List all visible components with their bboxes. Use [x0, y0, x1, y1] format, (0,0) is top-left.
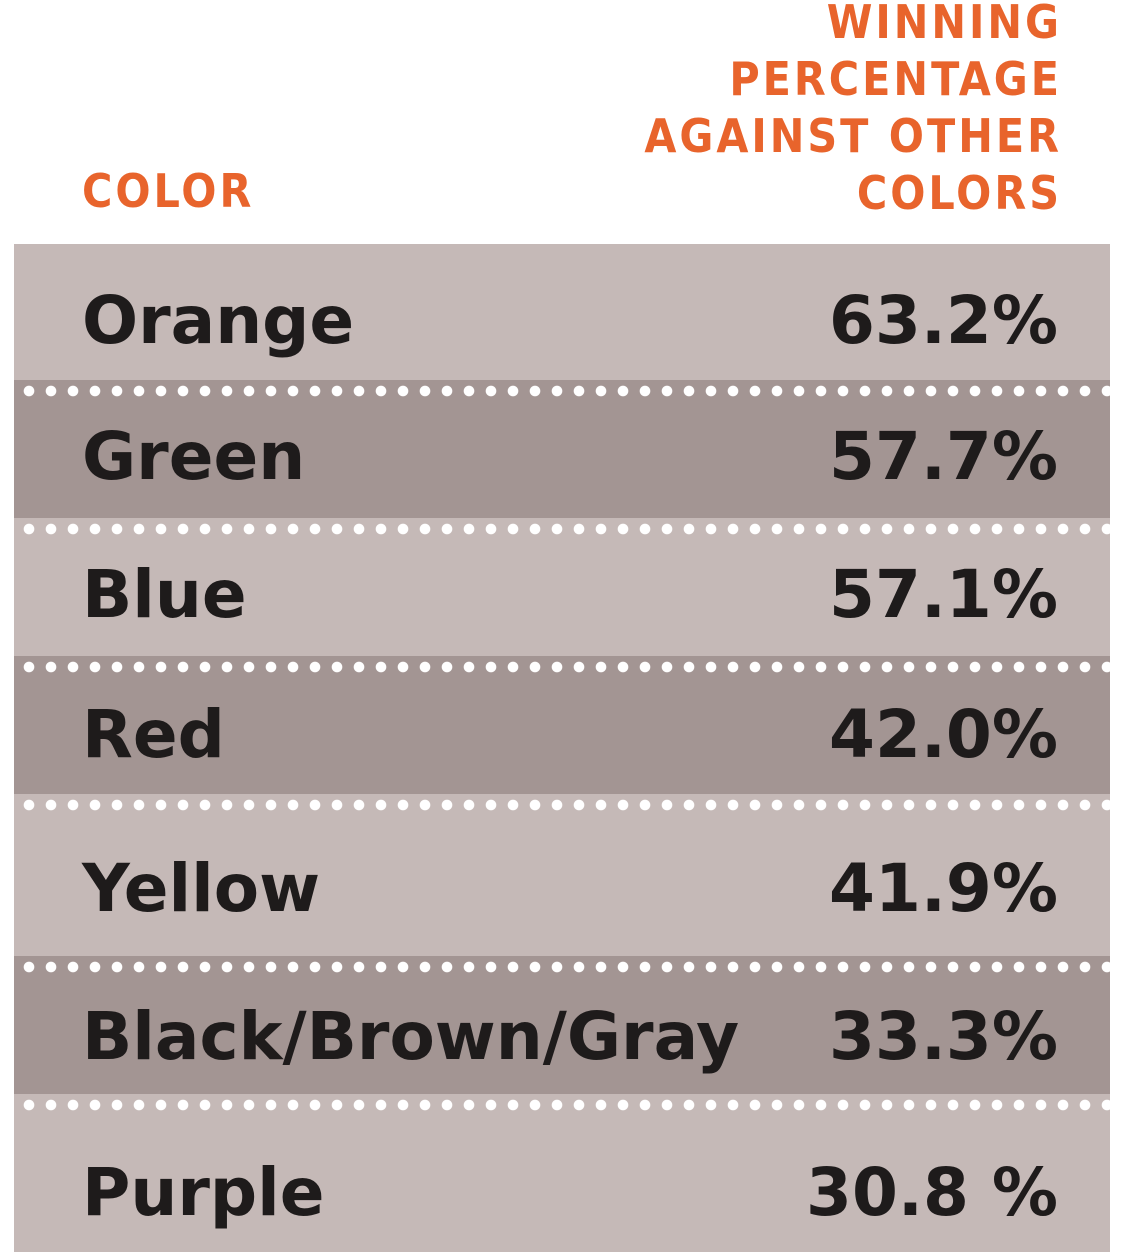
- color-name-label: Yellow: [82, 850, 321, 927]
- dotted-divider: [14, 794, 1110, 816]
- winning-percentage-value: 41.9%: [829, 850, 1058, 927]
- table-row: Green 57.7%: [14, 402, 1110, 518]
- winning-percentage-value: 57.1%: [829, 556, 1058, 633]
- percentage-header-line: COLORS: [856, 166, 1062, 220]
- winning-percentage-value: 33.3%: [829, 998, 1058, 1075]
- table-row: Orange 63.2%: [14, 244, 1110, 380]
- percentage-header-line: PERCENTAGE: [729, 52, 1062, 106]
- color-win-table: Orange 63.2% Green 57.7% Blue 57.1% Red 42.0% Ye…: [14, 244, 1110, 1252]
- percentage-header-line: AGAINST OTHER: [644, 109, 1062, 163]
- dotted-divider: [14, 518, 1110, 540]
- winning-percentage-value: 42.0%: [829, 696, 1058, 773]
- color-name-label: Black/Brown/Gray: [82, 998, 740, 1075]
- table-row: Red 42.0%: [14, 678, 1110, 794]
- color-name-label: Green: [82, 418, 306, 495]
- color-column-header: COLOR: [82, 164, 255, 218]
- percentage-column-header: WINNING PERCENTAGE AGAINST OTHER COLORS: [542, 0, 1062, 222]
- winning-percentage-value: 63.2%: [829, 282, 1058, 359]
- winning-percentage-value: 30.8 %: [806, 1154, 1058, 1231]
- dotted-divider: [14, 1094, 1110, 1116]
- table-row: Yellow 41.9%: [14, 816, 1110, 956]
- table-row: Blue 57.1%: [14, 540, 1110, 656]
- color-name-label: Orange: [82, 282, 355, 359]
- color-name-label: Blue: [82, 556, 247, 633]
- table-row: Black/Brown/Gray 33.3%: [14, 978, 1110, 1094]
- winning-percentage-value: 57.7%: [829, 418, 1058, 495]
- color-name-label: Red: [82, 696, 225, 773]
- dotted-divider: [14, 656, 1110, 678]
- percentage-header-line: WINNING: [826, 0, 1062, 49]
- dotted-divider: [14, 956, 1110, 978]
- color-name-label: Purple: [82, 1154, 325, 1231]
- table-header: COLOR WINNING PERCENTAGE AGAINST OTHER C…: [0, 0, 1144, 244]
- dotted-divider: [14, 380, 1110, 402]
- table-row: Purple 30.8 %: [14, 1116, 1110, 1252]
